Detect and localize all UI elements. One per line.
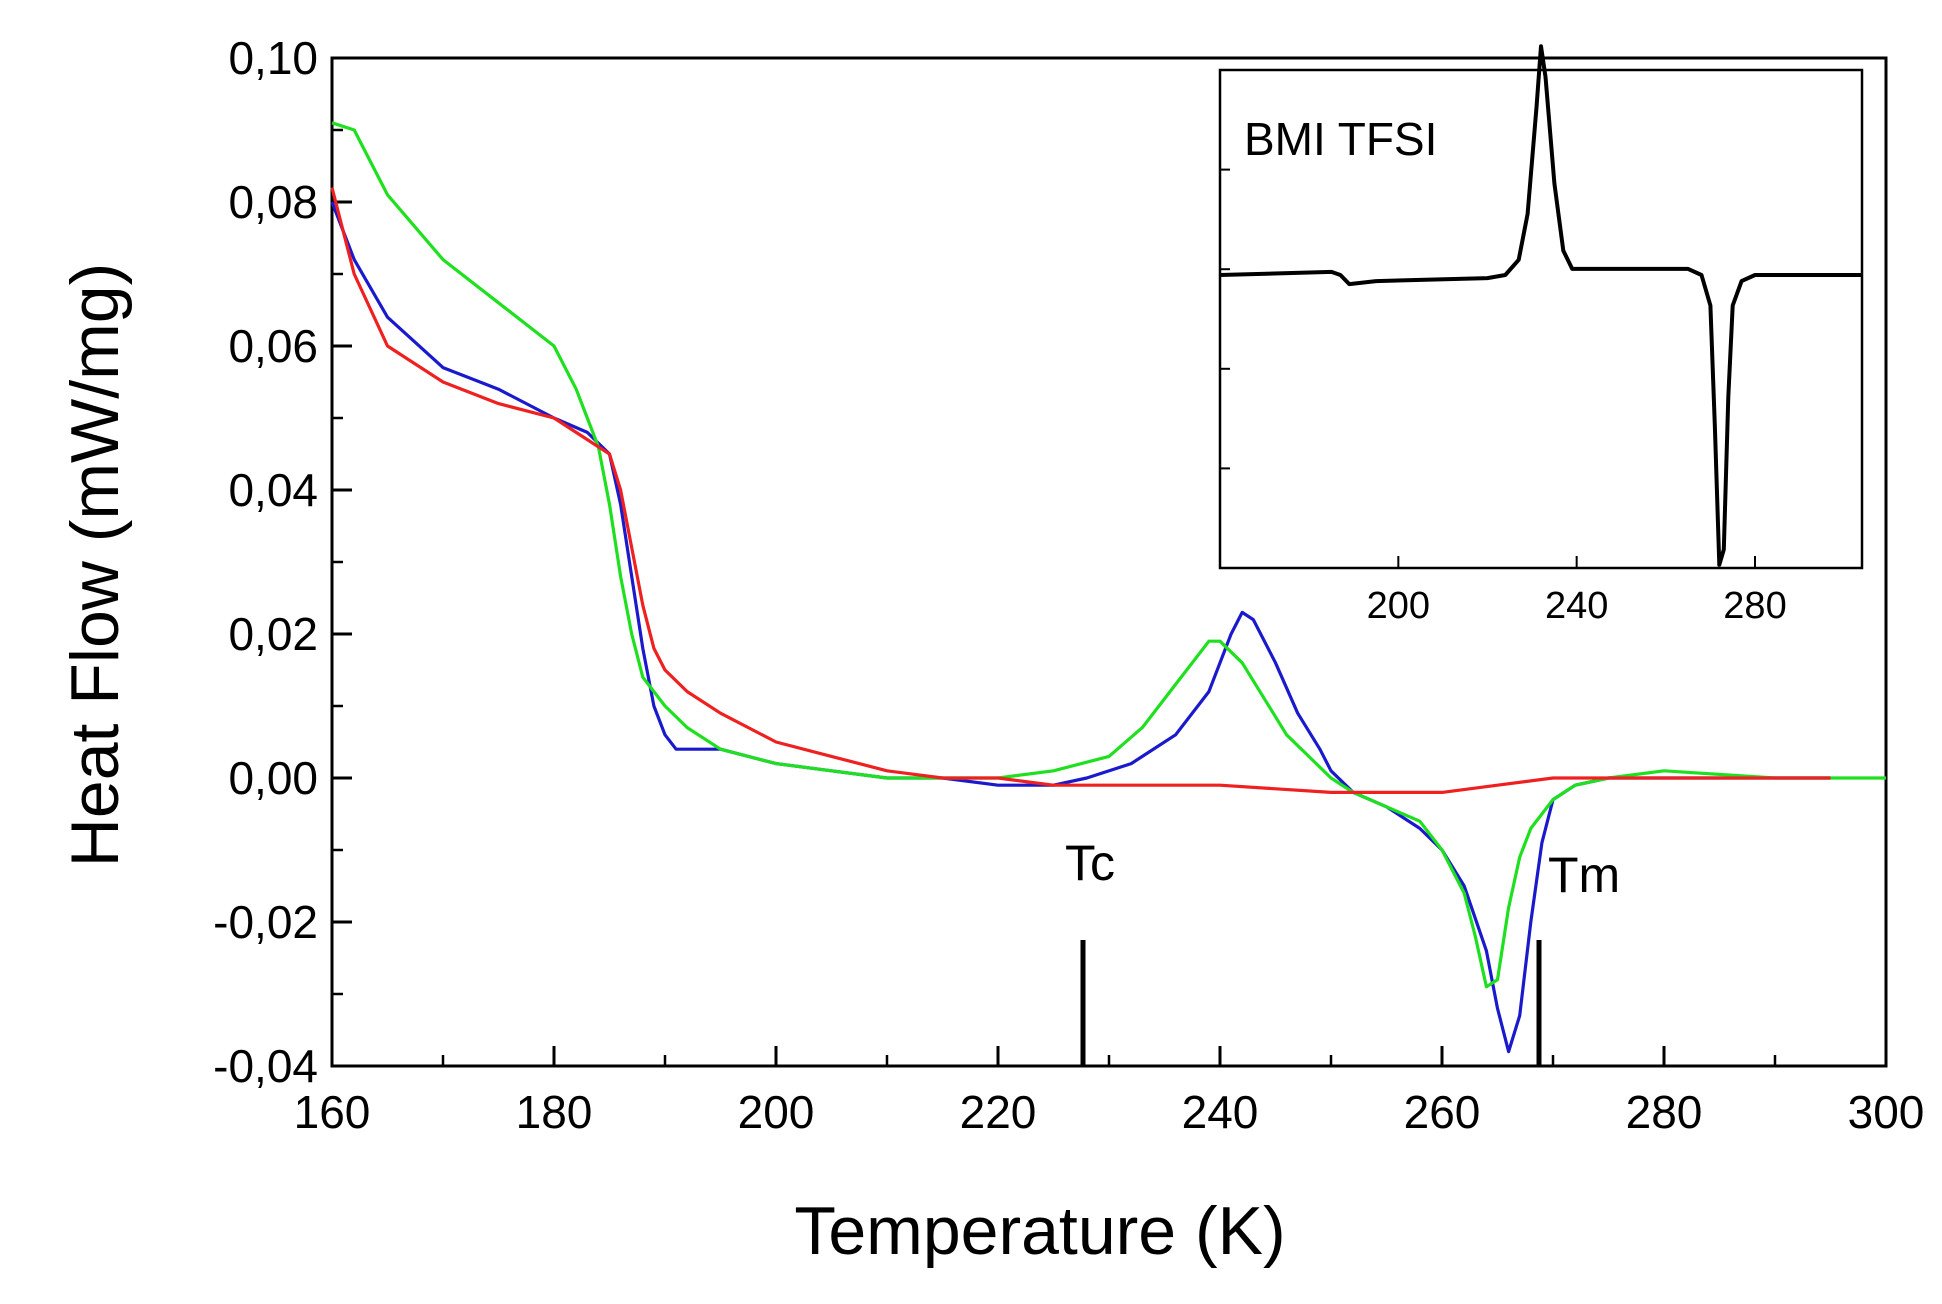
inset-x-tick-label: 280: [1723, 585, 1786, 627]
x-tick-label: 200: [738, 1086, 815, 1138]
y-tick-label: 0,10: [228, 32, 318, 84]
x-tick-label: 260: [1404, 1086, 1481, 1138]
series-line-blue: [330, 201, 1831, 1054]
x-tick-label: 300: [1848, 1086, 1925, 1138]
y-tick-label: 0,08: [228, 176, 318, 228]
y-tick-label: 0,00: [228, 752, 318, 804]
inset-series-line: [1219, 44, 1862, 567]
inset-series-group: [1219, 44, 1862, 567]
x-tick-label: 160: [294, 1086, 371, 1138]
series-group: [330, 121, 1886, 1054]
x-tick-label: 220: [960, 1086, 1037, 1138]
inset-x-tick-label: 240: [1545, 585, 1608, 627]
y-tick-label: -0,04: [213, 1040, 318, 1092]
inset-title: BMI TFSI: [1244, 113, 1437, 165]
x-tick-label: 280: [1626, 1086, 1703, 1138]
x-axis-ticks: 160 180 200 220 240 260 280 300: [294, 1046, 1925, 1138]
series-line-green: [331, 121, 1886, 989]
x-tick-label: 180: [516, 1086, 593, 1138]
y-tick-label: 0,04: [228, 464, 318, 516]
y-tick-label: -0,02: [213, 896, 318, 948]
y-axis-ticks: -0,04 -0,02 0,00 0,02 0,04 0,06 0,08 0,10: [213, 32, 352, 1092]
y-axis-title: Heat Flow (mW/mg): [57, 263, 133, 867]
tm-label: Tm: [1548, 847, 1620, 903]
tc-label: Tc: [1065, 835, 1115, 891]
y-tick-label: 0,06: [228, 320, 318, 372]
y-tick-label: 0,02: [228, 608, 318, 660]
inset-x-tick-label: 200: [1367, 585, 1430, 627]
inset-x-ticks: 200 240 280: [1220, 168, 1787, 627]
x-axis-title: Temperature (K): [794, 1193, 1285, 1269]
inset-frame: [1218, 68, 1864, 570]
series-line-red: [330, 187, 1831, 794]
x-tick-label: 240: [1182, 1086, 1259, 1138]
